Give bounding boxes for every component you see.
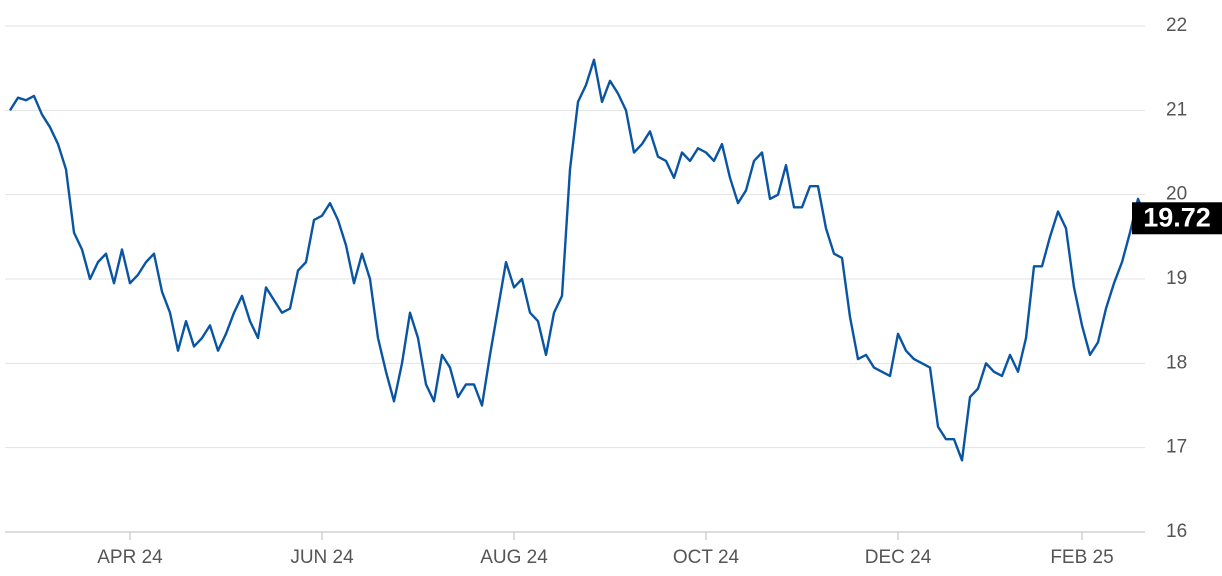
- y-tick-label: 22: [1166, 15, 1187, 36]
- x-tick-label: DEC 24: [865, 547, 932, 568]
- x-tick-label: APR 24: [97, 547, 163, 568]
- x-tick-label: AUG 24: [480, 547, 548, 568]
- x-tick-label: OCT 24: [673, 547, 740, 568]
- y-tick-label: 18: [1166, 352, 1187, 373]
- y-tick-label: 19: [1166, 268, 1187, 289]
- y-tick-label: 16: [1166, 521, 1187, 542]
- last-value-label: 19.72: [1143, 202, 1211, 232]
- y-tick-label: 17: [1166, 437, 1187, 458]
- y-tick-label: 20: [1166, 184, 1187, 205]
- last-value-box: [1132, 202, 1222, 235]
- x-tick-label: FEB 25: [1050, 547, 1113, 568]
- y-tick-label: 21: [1166, 99, 1187, 120]
- price-line: [8, 58, 1148, 462]
- x-tick-label: JUN 24: [290, 547, 354, 568]
